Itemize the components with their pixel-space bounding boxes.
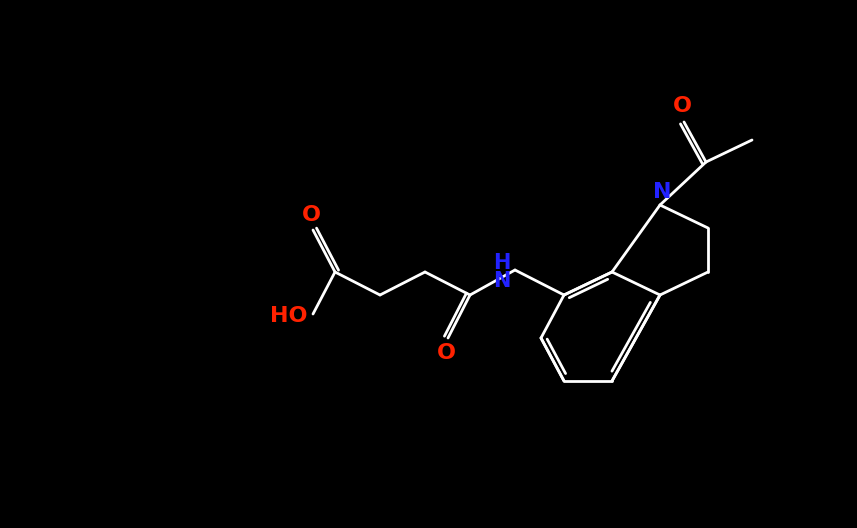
- Text: O: O: [302, 205, 321, 225]
- Text: H
N: H N: [494, 253, 511, 291]
- Text: O: O: [673, 96, 692, 116]
- Text: HO: HO: [271, 306, 308, 326]
- Text: O: O: [436, 343, 456, 363]
- Text: N: N: [653, 182, 671, 202]
